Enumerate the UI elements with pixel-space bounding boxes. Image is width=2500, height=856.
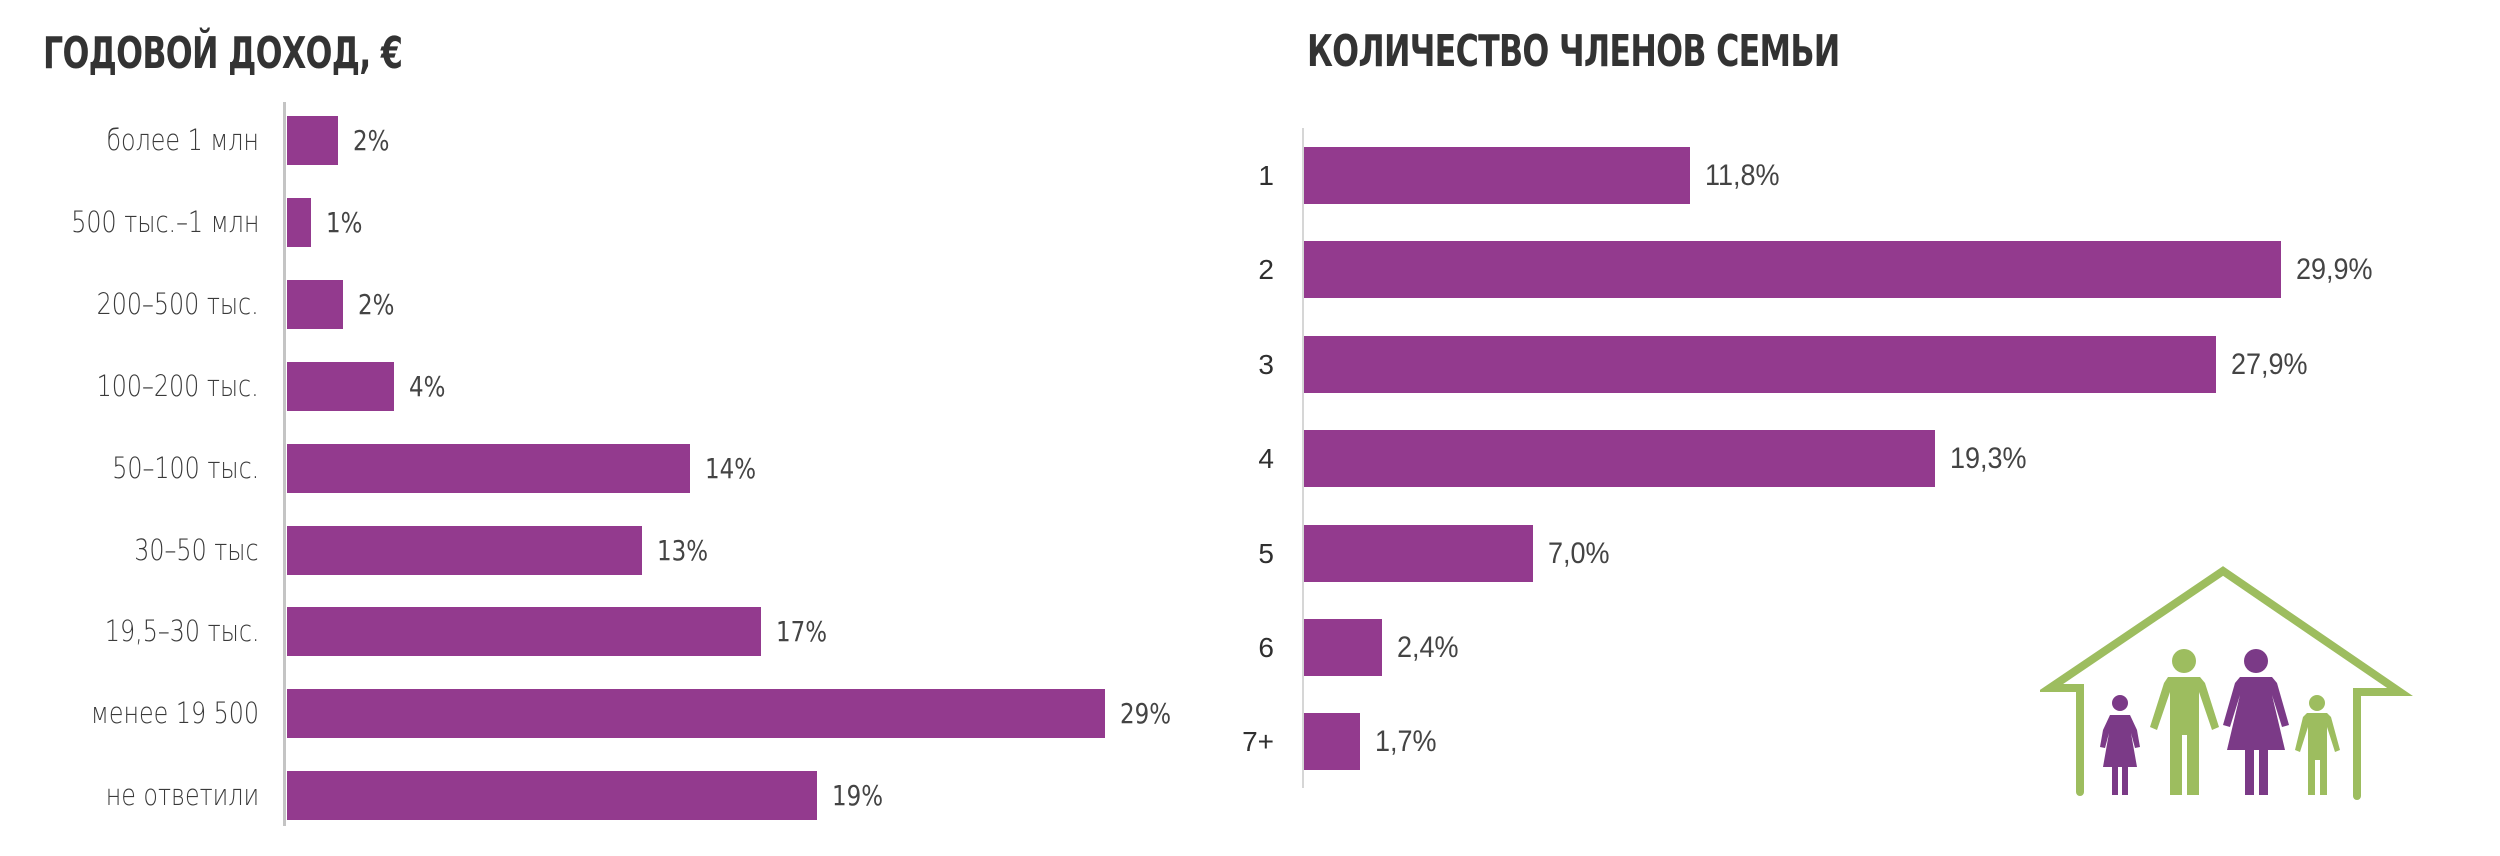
bar-row: 1 11,8%	[0, 147, 2500, 204]
bar-row: менее 19 500 29%	[0, 689, 2500, 739]
category-label: 1	[1258, 160, 1274, 191]
man-figure-icon	[2150, 649, 2219, 795]
bar-row: 5 7,0%	[0, 524, 2500, 582]
chart-title-income: ГОДОВОЙ ДОХОД, €	[43, 28, 403, 79]
category-label: 50–100 тыс.	[112, 450, 259, 485]
bar	[287, 197, 311, 247]
category-label: 4	[1258, 443, 1274, 475]
category-label: 2	[1258, 254, 1274, 286]
family-house-icon	[2040, 566, 2413, 800]
value-label: 19,3%	[1950, 442, 2027, 476]
house-outline	[2040, 566, 2413, 800]
bar	[287, 279, 343, 329]
value-label: 1%	[326, 205, 363, 239]
category-label: 3	[1258, 348, 1274, 380]
y-axis-line-family-size	[1302, 128, 1304, 788]
value-label: 27,9%	[2231, 347, 2308, 381]
category-label: 30–50 тыс	[134, 532, 259, 567]
value-label: 19%	[832, 779, 884, 813]
category-label: менее 19 500	[90, 696, 259, 731]
bar-row: 100–200 тыс. 4%	[0, 361, 2500, 411]
bar-row: более 1 млн 2%	[0, 116, 2500, 165]
bar	[1304, 147, 1690, 204]
bar	[1304, 524, 1533, 582]
category-label: не ответили	[105, 778, 259, 813]
category-label: 200–500 тыс.	[96, 286, 259, 321]
woman-figure-icon	[2223, 649, 2289, 795]
bar-row: 200–500 тыс. 2%	[0, 279, 2500, 329]
bar-row: 19,5–30 тыс. 17%	[0, 607, 2500, 657]
bar	[1304, 713, 1360, 771]
value-label: 17%	[776, 615, 828, 649]
bar	[287, 443, 690, 493]
girl-figure-icon	[2100, 695, 2140, 795]
bar	[287, 361, 394, 411]
bar-row: 3 27,9%	[0, 335, 2500, 393]
category-label: более 1 млн	[106, 123, 259, 157]
value-label: 2%	[353, 124, 390, 157]
bar	[287, 525, 642, 575]
bar	[287, 771, 817, 821]
value-label: 29,9%	[2296, 253, 2373, 287]
y-axis-line-income	[283, 102, 286, 826]
bar-row: не ответили 19%	[0, 771, 2500, 821]
value-label: 13%	[657, 533, 709, 567]
bar-row: 4 19,3%	[0, 430, 2500, 488]
category-label: 6	[1258, 632, 1274, 663]
bar-row: 50–100 тыс. 14%	[0, 443, 2500, 493]
value-label: 14%	[705, 451, 757, 485]
value-label: 4%	[409, 369, 446, 403]
value-label: 1,7%	[1375, 725, 1437, 759]
bar	[287, 607, 761, 657]
boy-figure-icon	[2295, 695, 2340, 795]
bar	[1304, 619, 1382, 676]
bar	[287, 689, 1105, 739]
bar-row: 6 2,4%	[0, 619, 2500, 676]
value-label: 7,0%	[1548, 536, 1610, 570]
value-label: 2,4%	[1397, 631, 1459, 664]
category-label: 100–200 тыс.	[96, 368, 259, 403]
bar	[1304, 241, 2281, 299]
value-label: 29%	[1120, 697, 1172, 731]
bar-row: 500 тыс.–1 млн 1%	[0, 197, 2500, 247]
category-label: 500 тыс.–1 млн	[70, 204, 259, 239]
bar	[1304, 335, 2216, 393]
value-label: 2%	[358, 287, 395, 321]
bar-row: 2 29,9%	[0, 241, 2500, 299]
bar-row: 7+ 1,7%	[0, 713, 2500, 771]
bar	[287, 116, 338, 165]
bar	[1304, 430, 1935, 488]
bar-row: 30–50 тыс 13%	[0, 525, 2500, 575]
category-label: 19,5–30 тыс.	[104, 614, 259, 649]
chart-title-family-size: КОЛИЧЕСТВО ЧЛЕНОВ СЕМЬИ	[1307, 26, 1840, 77]
category-label: 5	[1258, 537, 1274, 569]
value-label: 11,8%	[1705, 159, 1780, 192]
category-label: 7+	[1242, 726, 1274, 758]
